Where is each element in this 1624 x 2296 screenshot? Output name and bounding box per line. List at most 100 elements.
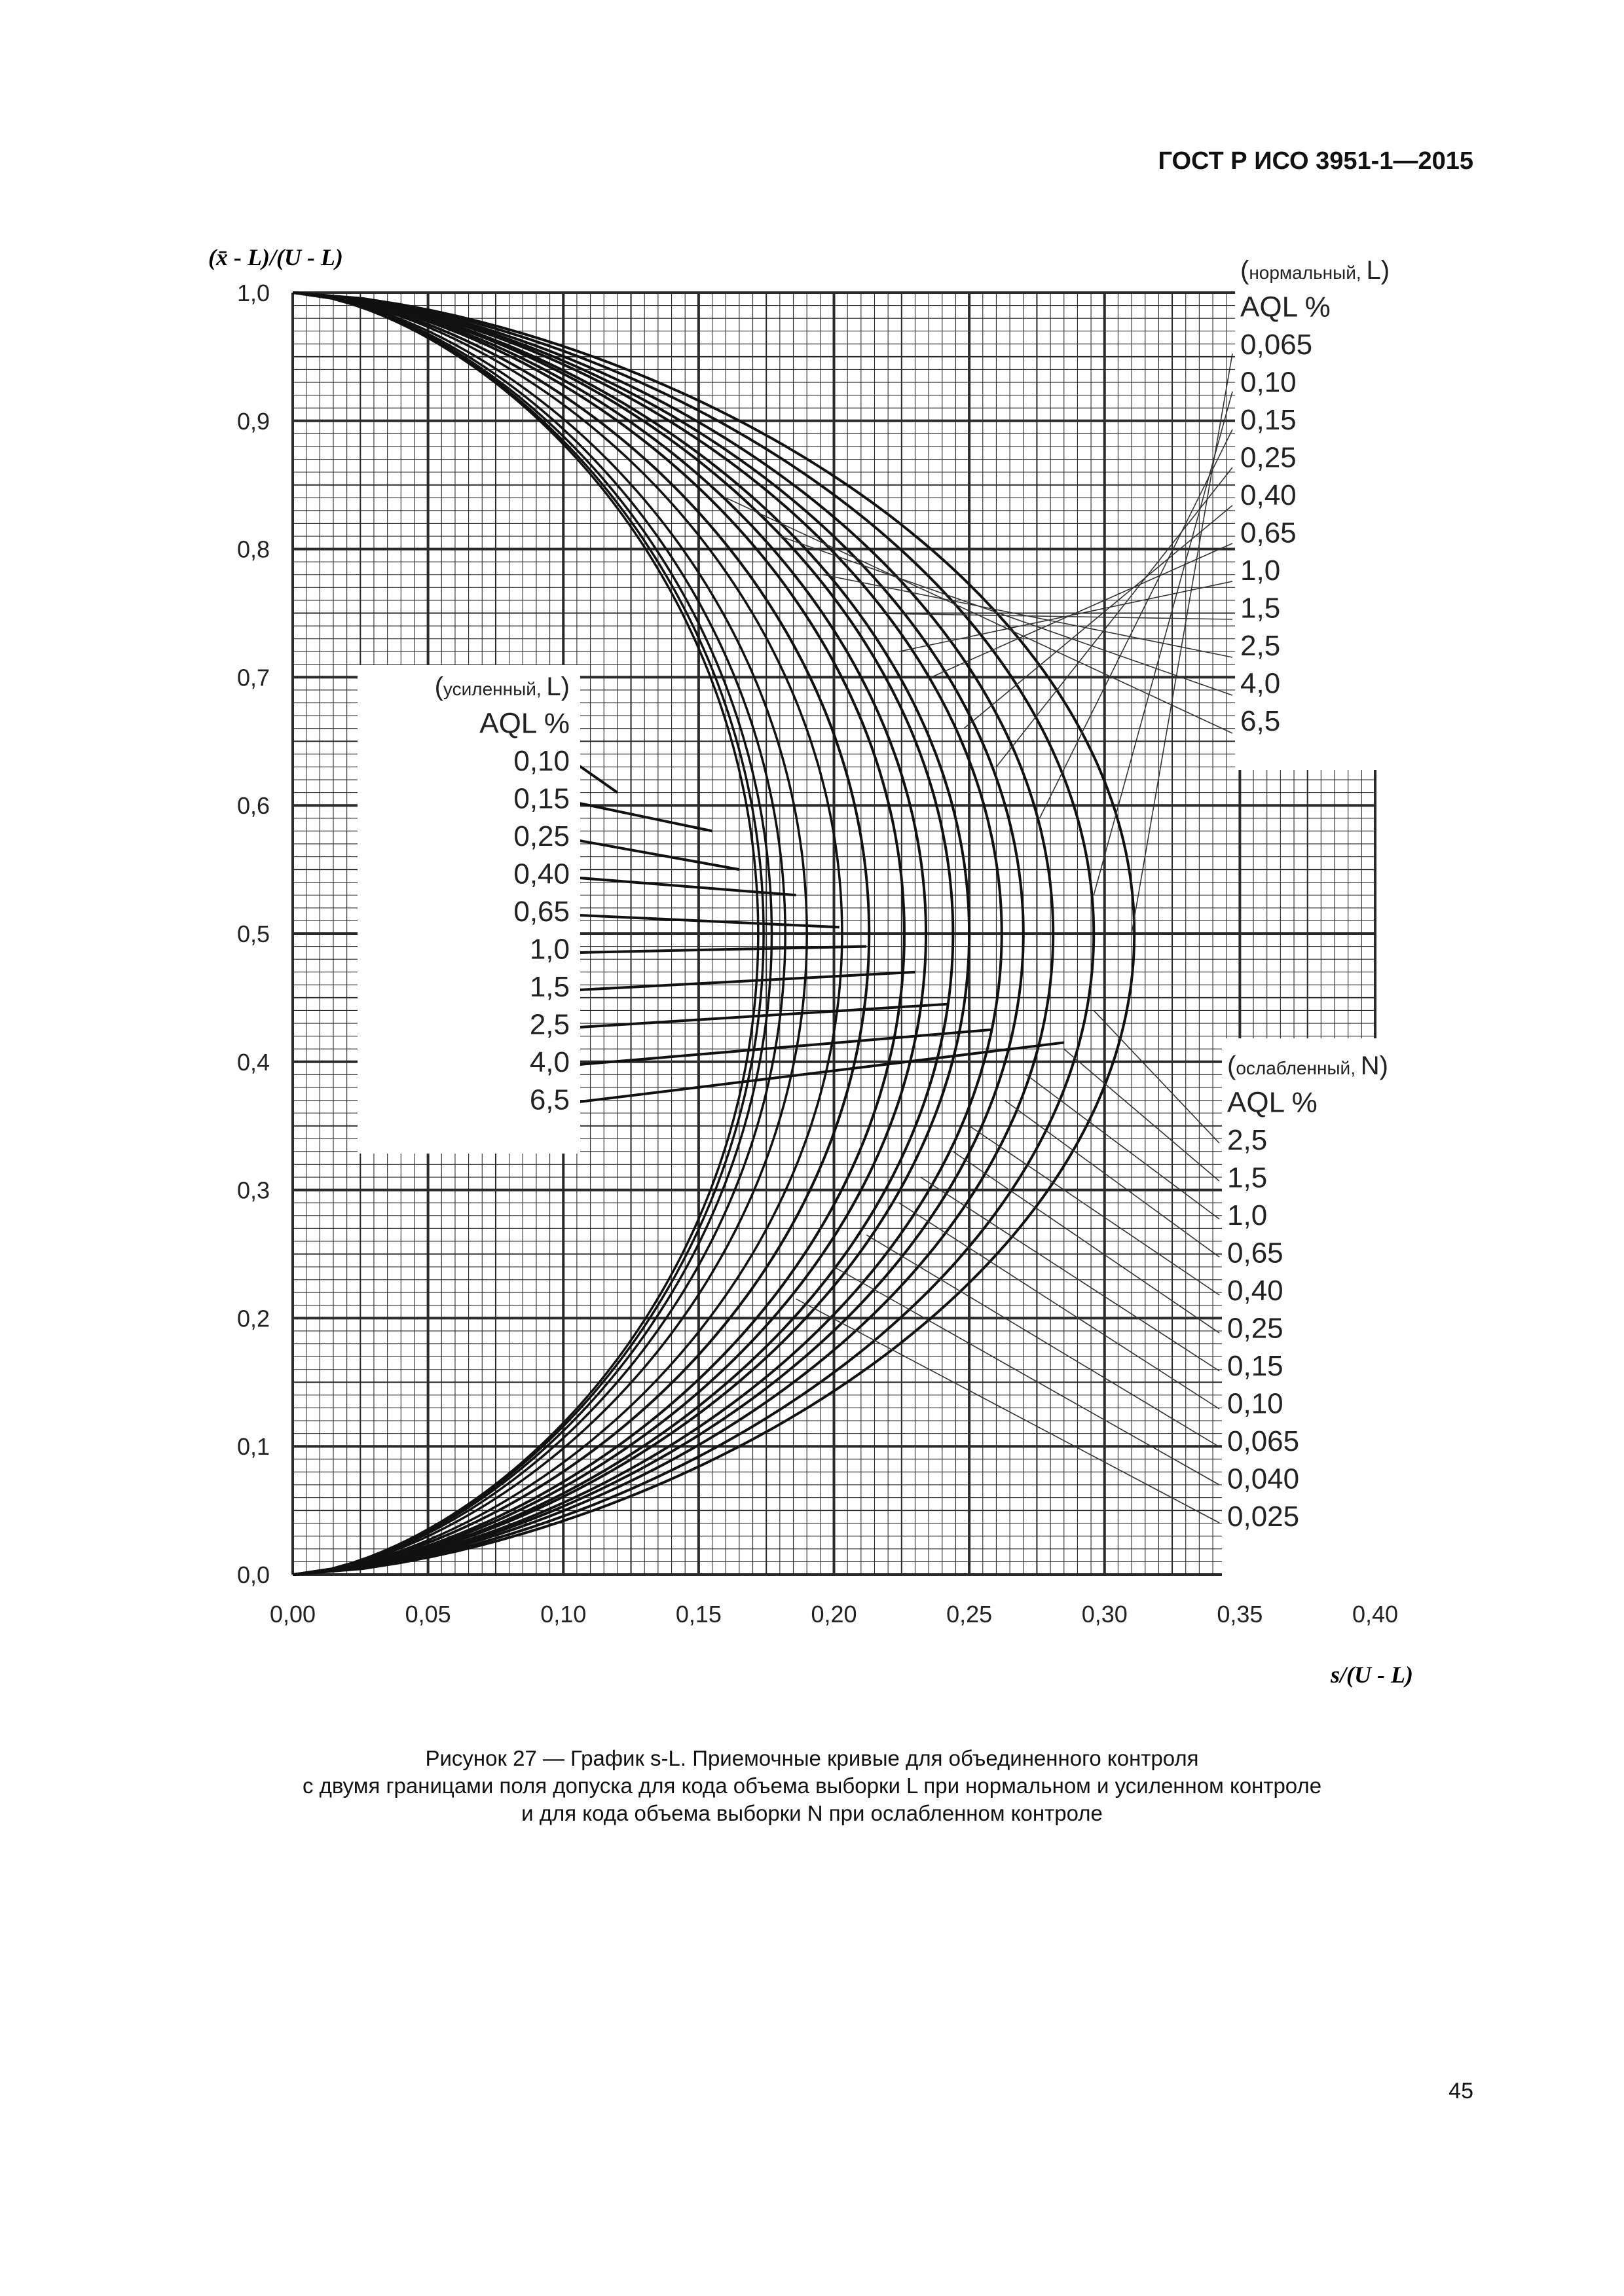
tightened-legend-box bbox=[358, 665, 580, 1154]
normal-legend-box bbox=[1235, 249, 1399, 770]
acceptance-curve bbox=[292, 291, 765, 1576]
leader-line-tightened bbox=[579, 914, 840, 929]
normal-legend-aql-label: 0,065 bbox=[1240, 329, 1312, 361]
y-tick-label: 0,5 bbox=[237, 920, 270, 947]
reduced-legend-aql-label: 0,65 bbox=[1227, 1237, 1283, 1269]
page-number: 45 bbox=[1449, 2079, 1473, 2104]
acceptance-curve bbox=[292, 291, 773, 1576]
acceptance-curves bbox=[292, 291, 1136, 1576]
normal-legend-aql-label: 2,5 bbox=[1240, 630, 1280, 662]
figure-caption: Рисунок 27 — График s-L. Приемочные крив… bbox=[157, 1745, 1467, 1827]
x-tick-label: 0,00 bbox=[270, 1601, 316, 1628]
leader-line-reduced bbox=[898, 1202, 1220, 1410]
normal-legend-aql-label: 6,5 bbox=[1240, 705, 1280, 737]
acceptance-curve bbox=[292, 291, 760, 1576]
s-l-acceptance-chart: 0,00 0,05 0,10 0,15 0,20 0,25 0,30 0,35 0,40 0,0 0… bbox=[208, 244, 1431, 1688]
reduced-legend-aql-header: AQL % bbox=[1227, 1087, 1318, 1119]
acceptance-curve bbox=[292, 291, 843, 1576]
caption-line-1: Рисунок 27 — График s-L. Приемочные крив… bbox=[425, 1746, 1199, 1770]
leader-line-reduced bbox=[1025, 1074, 1220, 1220]
acceptance-curve bbox=[292, 291, 808, 1576]
normal-legend-aql-label: 0,15 bbox=[1240, 404, 1297, 436]
acceptance-curve bbox=[292, 291, 871, 1576]
tightened-legend-aql-label: 2,5 bbox=[530, 1009, 570, 1041]
tightened-legend-aql-label: 0,25 bbox=[513, 820, 570, 852]
acceptance-curve bbox=[292, 291, 955, 1576]
reduced-legend-aql-label: 1,0 bbox=[1227, 1199, 1267, 1231]
leader-line-reduced bbox=[1093, 1010, 1220, 1144]
caption-line-3: и для кода объема выборки N при ослаблен… bbox=[521, 1801, 1103, 1825]
acceptance-curve bbox=[292, 291, 927, 1576]
acceptance-curve bbox=[292, 291, 971, 1576]
tightened-legend-aql-label: 0,10 bbox=[513, 745, 570, 777]
normal-legend-aql-label: 4,0 bbox=[1240, 668, 1280, 700]
leader-line-normal bbox=[725, 497, 1233, 734]
leader-line-reduced bbox=[920, 1176, 1220, 1372]
y-tick-label: 0,7 bbox=[237, 664, 270, 691]
reduced-legend-aql-label: 2,5 bbox=[1227, 1124, 1267, 1156]
y-tick-label: 1,0 bbox=[237, 280, 270, 306]
caption-line-2: с двумя границами поля допуска для кода … bbox=[302, 1774, 1322, 1798]
y-tick-label: 0,9 bbox=[237, 408, 270, 435]
acceptance-curve bbox=[292, 291, 786, 1576]
tightened-legend-aql-label: 4,0 bbox=[530, 1046, 570, 1078]
leader-line-normal bbox=[779, 536, 1233, 696]
standard-header: ГОСТ Р ИСО 3951-1—2015 bbox=[1158, 147, 1473, 175]
leader-line-reduced bbox=[1063, 1048, 1220, 1182]
axis-tick-labels: 0,00 0,05 0,10 0,15 0,20 0,25 0,30 0,35 0,40 0,0 0… bbox=[237, 280, 1398, 1628]
acceptance-curve bbox=[292, 291, 906, 1576]
tightened-legend-aql-header: AQL % bbox=[479, 708, 570, 740]
leader-line-tightened bbox=[579, 1002, 948, 1029]
reduced-legend-aql-label: 0,025 bbox=[1227, 1501, 1299, 1533]
leader-line-tightened bbox=[579, 1028, 991, 1066]
reduced-legend-aql-label: 0,040 bbox=[1227, 1463, 1299, 1495]
leader-line-tightened bbox=[579, 877, 796, 897]
normal-legend-aql-label: 0,65 bbox=[1240, 517, 1297, 549]
leader-line-tightened bbox=[578, 765, 619, 794]
acceptance-curve bbox=[292, 291, 1055, 1576]
legends: (нормальный, L)AQL %0,0650,100,150,250,4… bbox=[435, 256, 1390, 1533]
tightened-legend-aql-label: 0,15 bbox=[513, 783, 570, 815]
reduced-legend-aql-label: 0,25 bbox=[1227, 1313, 1283, 1345]
acceptance-curve bbox=[292, 291, 1136, 1576]
acceptance-curve bbox=[292, 291, 1096, 1576]
normal-legend-aql-header: AQL % bbox=[1240, 291, 1331, 323]
leader-line-normal bbox=[860, 612, 1233, 620]
normal-legend-aql-label: 1,5 bbox=[1240, 592, 1280, 625]
leader-line-reduced bbox=[796, 1298, 1220, 1523]
leader-line-normal bbox=[931, 543, 1233, 678]
leader-line-reduced bbox=[952, 1151, 1220, 1334]
leader-line-normal bbox=[1039, 429, 1233, 819]
x-tick-label: 0,35 bbox=[1217, 1601, 1263, 1628]
leader-line-tightened bbox=[579, 945, 867, 954]
leader-line-tightened bbox=[579, 802, 712, 833]
y-tick-label: 0,6 bbox=[237, 792, 270, 819]
x-tick-label: 0,10 bbox=[540, 1601, 586, 1628]
x-tick-label: 0,15 bbox=[676, 1601, 722, 1628]
reduced-legend-box bbox=[1222, 1038, 1431, 1582]
y-tick-label: 0,0 bbox=[237, 1561, 270, 1588]
normal-legend-aql-label: 0,40 bbox=[1240, 479, 1297, 511]
tightened-legend-aql-label: 0,65 bbox=[513, 896, 570, 928]
reduced-legend-aql-label: 0,10 bbox=[1227, 1388, 1283, 1420]
x-tick-label: 0,40 bbox=[1352, 1601, 1398, 1628]
leader-line-normal bbox=[822, 574, 1233, 658]
leader-line-reduced bbox=[1004, 1099, 1220, 1258]
tightened-legend-aql-label: 1,0 bbox=[530, 934, 570, 966]
y-tick-label: 0,2 bbox=[237, 1305, 270, 1332]
x-axis-title: s/(U - L) bbox=[1330, 1662, 1413, 1688]
x-tick-label: 0,05 bbox=[405, 1601, 451, 1628]
y-tick-label: 0,3 bbox=[237, 1177, 270, 1204]
x-tick-label: 0,20 bbox=[811, 1601, 857, 1628]
reduced-legend-aql-label: 0,065 bbox=[1227, 1425, 1299, 1457]
leader-line-reduced bbox=[834, 1266, 1220, 1485]
x-tick-label: 0,25 bbox=[946, 1601, 992, 1628]
tightened-legend-aql-label: 6,5 bbox=[530, 1084, 570, 1116]
reduced-legend-aql-label: 0,15 bbox=[1227, 1350, 1283, 1382]
y-tick-label: 0,1 bbox=[237, 1433, 270, 1460]
normal-legend-aql-label: 0,25 bbox=[1240, 442, 1297, 474]
y-axis-title: (x̄ - L)/(U - L) bbox=[208, 244, 343, 270]
leader-line-normal bbox=[1131, 353, 1233, 934]
x-tick-label: 0,30 bbox=[1082, 1601, 1128, 1628]
normal-legend-aql-label: 1,0 bbox=[1240, 555, 1280, 587]
